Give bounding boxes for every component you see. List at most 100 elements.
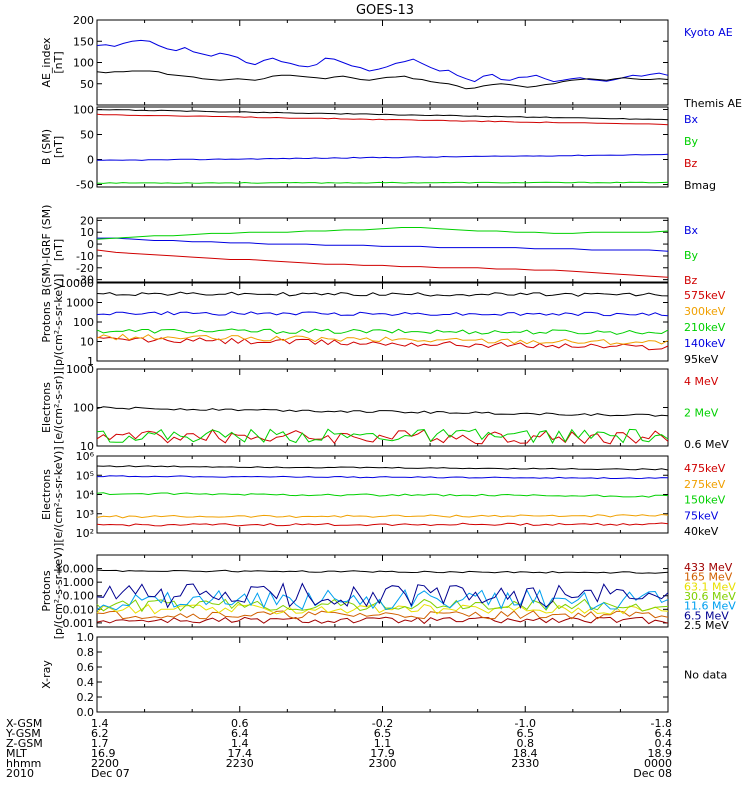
footer-row-label: X-GSM	[6, 717, 42, 730]
y-axis-label: X-ray	[40, 660, 53, 689]
footer-row-label: hhmm	[6, 757, 41, 770]
y-tick-label: 150	[73, 35, 94, 48]
series-line-165-MeV	[96, 610, 669, 620]
series-line-4-MeV	[96, 428, 669, 445]
y-tick-label: -10	[76, 250, 94, 263]
footer-value: 0000	[644, 757, 672, 770]
legend-entry: Bmag	[684, 179, 716, 192]
legend-entry: Bx	[684, 113, 699, 126]
series-line-300keV	[96, 333, 669, 346]
y-tick-label: 10²	[76, 527, 94, 540]
y-axis-label: [e/(cm²-s-sr)]	[52, 371, 65, 444]
chart-title: GOES-13	[356, 3, 414, 18]
legend-entry: 433 MeV	[684, 561, 733, 574]
footer-value: 18.9	[648, 747, 673, 760]
panel-frame	[96, 368, 669, 447]
footer-value: 1.4	[91, 717, 109, 730]
y-tick-label: 10³	[76, 508, 94, 521]
footer-value: 17.9	[370, 747, 395, 760]
legend-entry: 0.6 MeV	[684, 438, 729, 451]
series-line-Bz	[96, 249, 669, 278]
footer-value: 6.5	[374, 727, 392, 740]
series-line-475keV	[96, 522, 669, 527]
footer-value: 2300	[369, 757, 397, 770]
y-axis-label: [nT]	[52, 51, 65, 73]
footer-value: 6.2	[91, 727, 109, 740]
series-line-By	[96, 227, 669, 240]
y-tick-label: 10⁶	[76, 450, 95, 463]
footer-value: Dec 08	[633, 767, 672, 780]
footer-value: 1.1	[374, 737, 392, 750]
footer-value: 16.9	[91, 747, 116, 760]
series-line-Bx	[97, 237, 669, 252]
footer-value: 0.4	[655, 737, 673, 750]
footer-value: 2330	[511, 757, 539, 770]
y-tick-label: 10.000	[56, 563, 95, 576]
y-tick-label: 20	[80, 214, 94, 227]
y-axis-label: B(SM)-IGRF (SM)	[40, 205, 53, 296]
y-tick-label: 1.0	[77, 631, 95, 644]
y-axis-label: AE_index	[40, 37, 53, 88]
footer-value: -1.0	[515, 717, 536, 730]
y-axis-label: Electrons	[40, 382, 53, 433]
legend-entry: 4 MeV	[684, 375, 719, 388]
legend-entry: Bz	[684, 274, 698, 287]
y-tick-label: 10	[80, 226, 94, 239]
y-tick-label: 0.8	[77, 646, 95, 659]
y-tick-label: 100	[73, 316, 94, 329]
series-line-210keV	[96, 328, 669, 335]
legend-entry: 300keV	[684, 305, 726, 318]
y-axis-label: [p/(cm²-s-sr-keV)]	[52, 274, 65, 371]
y-tick-label: 1.000	[63, 576, 95, 589]
y-tick-label: 100	[73, 57, 94, 70]
y-tick-label: 0	[87, 154, 94, 167]
legend-entry: By	[684, 249, 699, 262]
y-axis-label: [e/(cm²-s-sr-keV)]	[52, 446, 65, 542]
footer-value: 6.4	[231, 727, 249, 740]
legend-entry: 2 MeV	[684, 407, 719, 420]
legend-entry: 6.5 MeV	[684, 609, 729, 622]
legend-entry: Bz	[684, 157, 698, 170]
legend-entry: Bx	[684, 224, 699, 237]
y-axis-label: [p/(cm²-s-sr-keV)]	[52, 543, 65, 640]
y-tick-label: 1	[87, 355, 94, 368]
no-data-label: No data	[684, 669, 727, 682]
footer-value: -1.8	[651, 717, 672, 730]
series-line-140keV	[96, 311, 669, 317]
series-line-75keV	[97, 475, 669, 480]
y-tick-label: -20	[76, 262, 94, 275]
series-line-By	[96, 181, 669, 184]
footer-row-label: Z-GSM	[6, 737, 43, 750]
footer-value: 2230	[226, 757, 254, 770]
legend-entry: 30.6 MeV	[684, 590, 736, 603]
y-tick-label: 10⁴	[76, 489, 95, 502]
panel-xray: 1.0 0.8 0.6 0.4 0.2 0.0 X-ray No data	[40, 631, 727, 719]
y-tick-label: 0	[87, 238, 94, 251]
footer-value: 6.4	[655, 727, 673, 740]
y-axis-label: [nT]	[52, 239, 65, 261]
legend-entry: 210keV	[684, 321, 726, 334]
panel-frame	[96, 19, 669, 106]
series-line-275keV	[96, 513, 669, 519]
footer-value: -0.2	[372, 717, 393, 730]
legend-entry: Themis AE	[683, 97, 742, 110]
legend-entry: 63.1 MeV	[684, 580, 736, 593]
series-line-Kyoto-AE	[96, 39, 669, 83]
series-line-Bz	[96, 113, 669, 126]
footer-value: 2200	[91, 757, 119, 770]
panel-electrons2: 10⁶ 10⁵ 10⁴ 10³ 10² Electrons [e/(cm²-s-sr-keV…	[40, 446, 726, 542]
y-tick-label: 200	[73, 14, 94, 27]
y-tick-label: -30	[76, 274, 94, 287]
series-line-40keV	[96, 465, 669, 471]
y-axis-label: B (SM)	[40, 129, 53, 165]
legend-entry: 165 MeV	[684, 571, 733, 584]
y-tick-label: 50	[80, 78, 94, 91]
y-axis-label: Protons	[40, 570, 53, 611]
series-line-6.5-MeV	[96, 582, 669, 610]
y-tick-label: 10	[80, 440, 94, 453]
panel-ae: 200 150 100 50 AE_index [nT] Kyoto AE Themis AE	[40, 14, 742, 110]
y-tick-label: 1000	[66, 297, 94, 310]
